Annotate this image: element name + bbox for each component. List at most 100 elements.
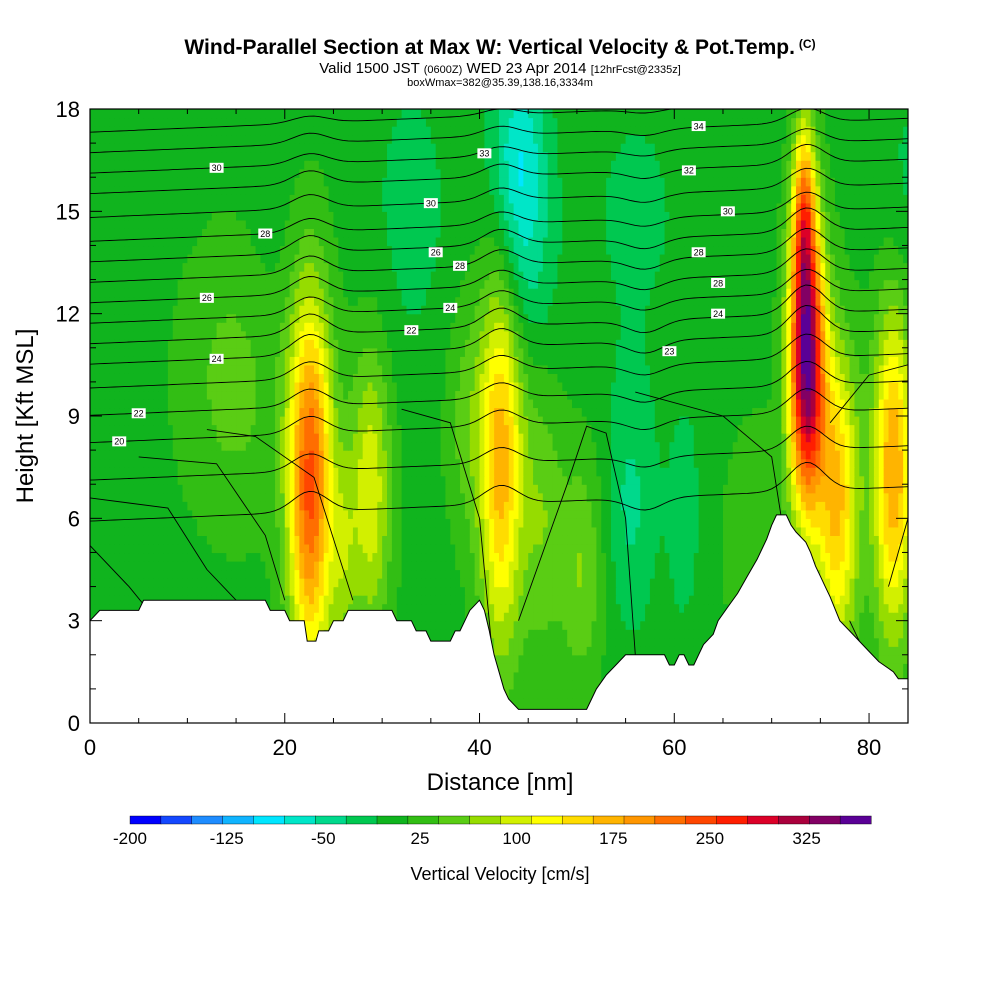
velocity-cell [309, 475, 315, 485]
velocity-cell [445, 569, 451, 579]
velocity-cell [732, 492, 739, 502]
velocity-cell [654, 501, 661, 511]
velocity-cell [236, 578, 242, 588]
velocity-cell [187, 501, 193, 511]
velocity-cell [625, 467, 632, 477]
velocity-cell [124, 552, 130, 562]
velocity-cell [445, 586, 451, 596]
velocity-cell [455, 509, 461, 519]
velocity-cell [469, 569, 476, 579]
velocity-cell [201, 552, 208, 562]
velocity-cell [250, 535, 257, 545]
velocity-cell [873, 484, 880, 494]
velocity-cell [596, 646, 602, 656]
velocity-cell [732, 526, 739, 536]
velocity-cell [830, 501, 836, 511]
velocity-cell [572, 688, 578, 699]
velocity-cell [620, 518, 627, 528]
velocity-cell [873, 475, 880, 485]
velocity-cell [591, 467, 597, 477]
velocity-cell [260, 467, 266, 477]
velocity-cell [718, 509, 724, 519]
velocity-cell [494, 552, 500, 562]
velocity-cell [586, 688, 593, 699]
velocity-cell [615, 526, 622, 536]
velocity-cell [737, 578, 744, 588]
velocity-cell [834, 560, 841, 571]
velocity-cell [513, 509, 520, 519]
velocity-cell [640, 492, 646, 502]
velocity-cell [659, 586, 666, 596]
velocity-cell [830, 595, 836, 605]
velocity-cell [270, 552, 276, 562]
velocity-cell [542, 518, 549, 528]
velocity-cell [279, 595, 286, 605]
velocity-cell [630, 560, 636, 571]
velocity-cell [572, 526, 578, 536]
velocity-cell [883, 535, 890, 545]
velocity-cell [114, 501, 120, 511]
velocity-cell [309, 526, 315, 536]
velocity-cell [581, 654, 588, 664]
velocity-cell [873, 569, 880, 579]
velocity-cell [318, 535, 325, 545]
velocity-cell [182, 526, 188, 536]
velocity-cell [99, 518, 106, 528]
velocity-cell [684, 535, 690, 545]
velocity-cell [679, 526, 685, 536]
velocity-cell [177, 595, 184, 605]
velocity-cell [727, 586, 734, 596]
velocity-cell [445, 492, 451, 502]
velocity-cell [440, 612, 447, 622]
velocity-cell [859, 501, 865, 511]
velocity-cell [654, 646, 661, 656]
velocity-cell [659, 535, 666, 545]
velocity-cell [557, 612, 563, 622]
velocity-cell [581, 680, 588, 690]
velocity-cell [630, 552, 636, 562]
velocity-cell [421, 595, 427, 605]
velocity-cell [206, 595, 213, 605]
velocity-cell [197, 509, 203, 519]
velocity-cell [309, 501, 315, 511]
velocity-cell [323, 595, 330, 605]
velocity-cell [878, 586, 885, 596]
velocity-cell [630, 501, 636, 511]
velocity-cell [537, 688, 544, 699]
velocity-cell [158, 526, 164, 536]
velocity-cell [576, 586, 583, 596]
velocity-cell [669, 552, 675, 562]
velocity-cell [518, 501, 524, 511]
velocity-cell [898, 671, 904, 681]
velocity-cell [713, 603, 719, 613]
velocity-cell [245, 569, 252, 579]
velocity-cell [679, 535, 685, 545]
velocity-cell [903, 552, 908, 562]
velocity-cell [382, 595, 388, 605]
velocity-cell [830, 509, 836, 519]
velocity-cell [484, 484, 490, 494]
velocity-cell [508, 688, 515, 699]
velocity-cell [562, 484, 568, 494]
velocity-cell [503, 680, 510, 690]
velocity-cell [260, 492, 266, 502]
velocity-cell [552, 467, 559, 477]
velocity-cell [523, 663, 529, 673]
velocity-cell [567, 518, 573, 528]
velocity-cell [757, 509, 763, 519]
velocity-cell [90, 569, 96, 579]
velocity-cell [825, 578, 831, 588]
velocity-cell [557, 637, 563, 647]
velocity-cell [124, 560, 130, 571]
velocity-cell [761, 501, 768, 511]
velocity-cell [406, 484, 412, 494]
velocity-cell [294, 484, 300, 494]
velocity-cell [591, 501, 597, 511]
velocity-cell [635, 603, 641, 613]
velocity-cell [333, 552, 339, 562]
velocity-cell [893, 654, 899, 664]
velocity-cell [586, 543, 593, 554]
velocity-cell [869, 552, 875, 562]
velocity-cell [401, 526, 408, 536]
velocity-cell [591, 646, 597, 656]
